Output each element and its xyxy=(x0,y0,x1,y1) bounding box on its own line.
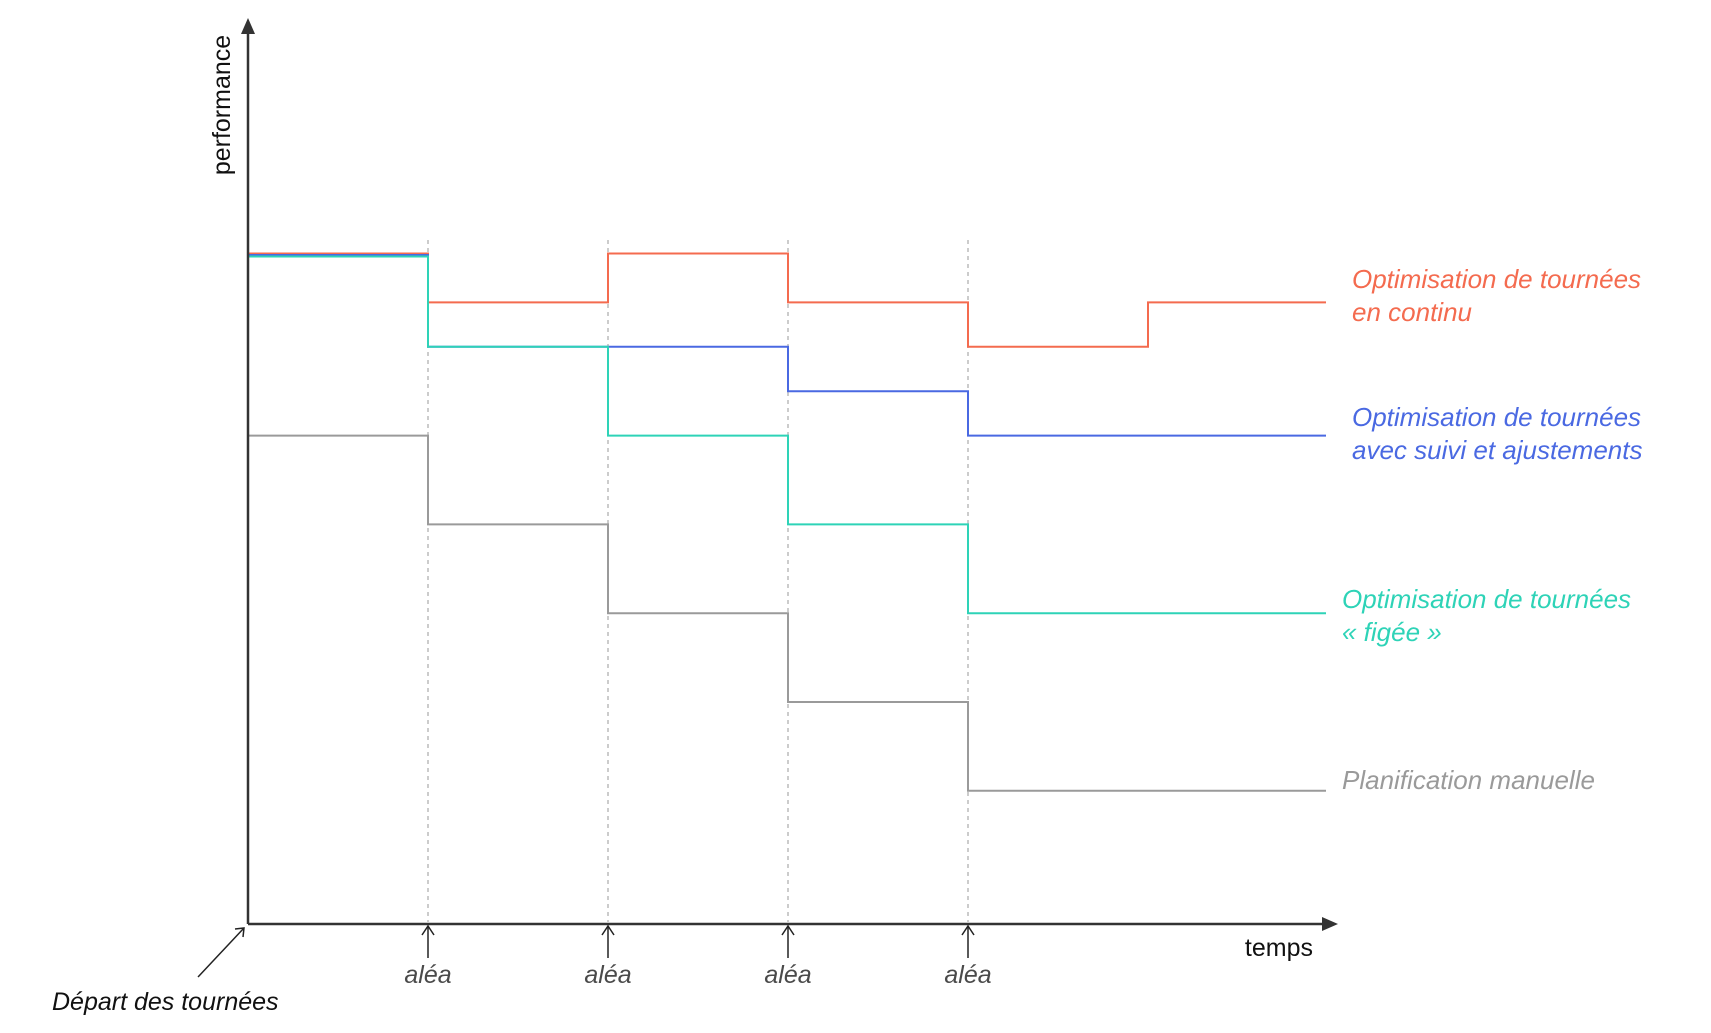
event-markers: aléa aléa aléa aléa xyxy=(404,924,992,989)
event-label: aléa xyxy=(764,961,811,989)
series-label: Planification manuelle xyxy=(1342,765,1595,795)
event-arrow-head xyxy=(421,924,435,936)
series-label: en continu xyxy=(1352,297,1472,327)
event-label: aléa xyxy=(584,961,631,989)
start-arrow-head xyxy=(234,927,245,938)
series-line xyxy=(248,252,1326,348)
event-arrow-head xyxy=(961,924,975,936)
start-arrow-line xyxy=(197,927,245,978)
series-label: avec suivi et ajustements xyxy=(1352,435,1642,465)
x-axis-label: temps xyxy=(1245,934,1313,962)
series-label: Optimisation de tournées xyxy=(1352,264,1641,294)
series-lines xyxy=(248,252,1326,792)
start-annotation: Départ des tournées xyxy=(52,927,279,1016)
start-label: Départ des tournées xyxy=(52,988,279,1016)
series-label: Optimisation de tournées xyxy=(1342,584,1631,614)
event-label: aléa xyxy=(404,961,451,989)
event-label: aléa xyxy=(944,961,991,989)
x-axis-arrow xyxy=(1322,917,1338,931)
event-arrow-head xyxy=(781,924,795,936)
y-axis-label: performance xyxy=(208,35,236,175)
event-guides xyxy=(427,240,969,922)
series-label: Optimisation de tournées xyxy=(1352,402,1641,432)
series-label: « figée » xyxy=(1342,617,1442,647)
y-axis-arrow xyxy=(241,18,255,34)
axes xyxy=(241,18,1338,931)
series-line xyxy=(248,255,1326,615)
series-line xyxy=(248,434,1326,792)
event-arrow-head xyxy=(601,924,615,936)
